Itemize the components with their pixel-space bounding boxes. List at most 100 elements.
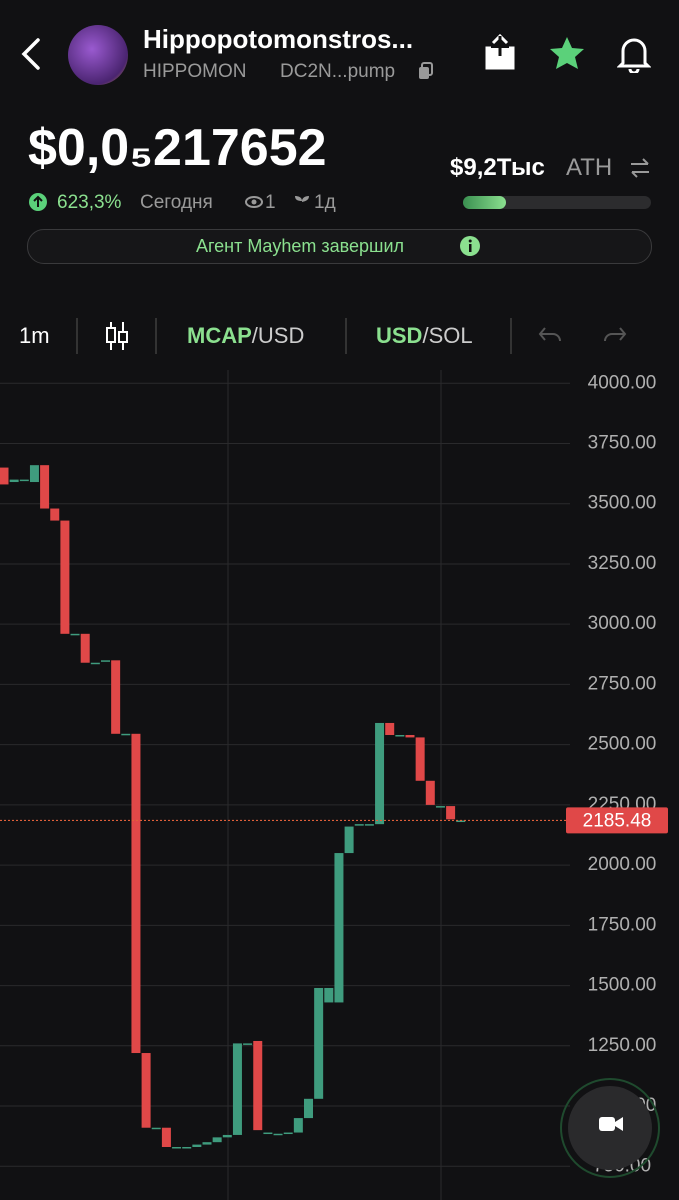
token-avatar [68, 25, 128, 85]
candle-body [60, 520, 70, 634]
candle-body [304, 1098, 313, 1119]
candle-body [314, 987, 324, 1099]
candle-body [232, 1043, 242, 1135]
candle-body [192, 1144, 202, 1147]
candle-body [354, 824, 364, 826]
separator [76, 318, 78, 354]
candle-body [385, 722, 395, 736]
y-tick-label: 1500.00 [588, 975, 657, 996]
token-age: 1д [314, 192, 336, 213]
y-tick-label: 2750.00 [588, 673, 657, 694]
eye-icon [245, 196, 263, 208]
y-tick-label: 3750.00 [588, 432, 657, 453]
separator [155, 318, 157, 354]
ath-progress [463, 196, 507, 209]
mcap-unit: /USD [251, 323, 305, 348]
ath-label: ATH [566, 154, 613, 181]
ath-track [463, 196, 651, 209]
candle-body [50, 508, 60, 521]
candlestick-chart: 750.001000.001250.001500.001750.002000.0… [0, 370, 668, 1200]
candle-body [111, 660, 121, 734]
token-ticker: HIPPOMON [143, 61, 247, 82]
mcap: MCAP [187, 323, 252, 348]
candle-body [19, 479, 29, 482]
up-icon [29, 193, 47, 211]
token-name: Hippopotomonstros... [143, 24, 414, 54]
y-tick-label: 4000.00 [588, 372, 657, 393]
mcap-toggle[interactable]: MCAP/USD [187, 323, 304, 349]
candle-body [40, 465, 50, 509]
candle-body [395, 735, 405, 737]
candle-body [375, 722, 385, 825]
candle-body [334, 853, 344, 1003]
candle-body [70, 633, 80, 636]
candle-body [446, 806, 456, 820]
separator [510, 318, 512, 354]
change-period: Сегодня [140, 192, 213, 213]
share-button[interactable] [483, 32, 517, 72]
info-icon[interactable] [459, 235, 481, 257]
favorite-button[interactable] [548, 35, 586, 71]
y-tick-label: 2000.00 [588, 854, 657, 875]
current-price-label: 2185.48 [583, 810, 652, 831]
y-tick-label: 3500.00 [588, 493, 657, 514]
candle-body [131, 733, 141, 1054]
banner-text: Агент Mayhem завершил [196, 236, 405, 256]
candle-body [90, 662, 100, 665]
quote-toggle[interactable]: USD/SOL [376, 323, 473, 349]
candle-body [121, 733, 131, 736]
chart-type-icon[interactable] [104, 320, 130, 352]
alerts-button[interactable] [617, 35, 651, 73]
agent-banner[interactable] [27, 229, 652, 264]
sprout-icon [295, 196, 309, 210]
swap-icon[interactable] [628, 156, 652, 180]
token-address[interactable]: DC2N...pump [280, 61, 396, 82]
candle-body [172, 1146, 182, 1149]
y-tick-label: 2500.00 [588, 734, 657, 755]
candle-body [151, 1127, 161, 1130]
redo-button[interactable] [602, 324, 628, 346]
candle-body [182, 1146, 192, 1149]
undo-button[interactable] [537, 324, 563, 346]
candle-body [273, 1133, 283, 1136]
candle-body [324, 987, 334, 1003]
price: $0,0₅217652 [28, 119, 327, 177]
candle-body [253, 1040, 263, 1131]
candle-body [141, 1053, 151, 1128]
quote: USD [376, 323, 423, 348]
candle-body [212, 1137, 222, 1143]
candle-body [0, 467, 9, 485]
back-button[interactable] [18, 36, 46, 72]
interval[interactable]: 1m [19, 323, 50, 348]
candle-body [435, 806, 445, 808]
y-tick-label: 3000.00 [588, 613, 657, 634]
y-tick-label: 3250.00 [588, 553, 657, 574]
candle-body [80, 633, 90, 663]
candle-body [222, 1134, 232, 1138]
current-price-tag [566, 807, 668, 834]
candle-body [364, 824, 374, 826]
candle-body [425, 780, 435, 805]
price-change: 623,3% [57, 192, 122, 213]
candle-body [263, 1132, 273, 1135]
candle-body [456, 820, 466, 823]
candle-body [293, 1118, 303, 1133]
candle-body [161, 1127, 171, 1147]
quote-unit: /SOL [422, 323, 473, 348]
y-tick-label: 1750.00 [588, 914, 657, 935]
watchers: 1 [265, 192, 276, 213]
copy-icon[interactable] [418, 62, 434, 80]
candle-body [9, 479, 19, 483]
y-tick-label: 1250.00 [588, 1035, 657, 1056]
candle-body [405, 735, 415, 738]
candle-body [344, 826, 354, 854]
ath-value: $9,2Тыс [450, 154, 545, 181]
separator [345, 318, 347, 354]
candle-body [202, 1142, 212, 1145]
candle-body [283, 1132, 293, 1135]
candle-body [415, 737, 425, 781]
candle-body [243, 1043, 253, 1045]
record-ring [560, 1078, 660, 1178]
camera-icon [599, 1117, 623, 1131]
